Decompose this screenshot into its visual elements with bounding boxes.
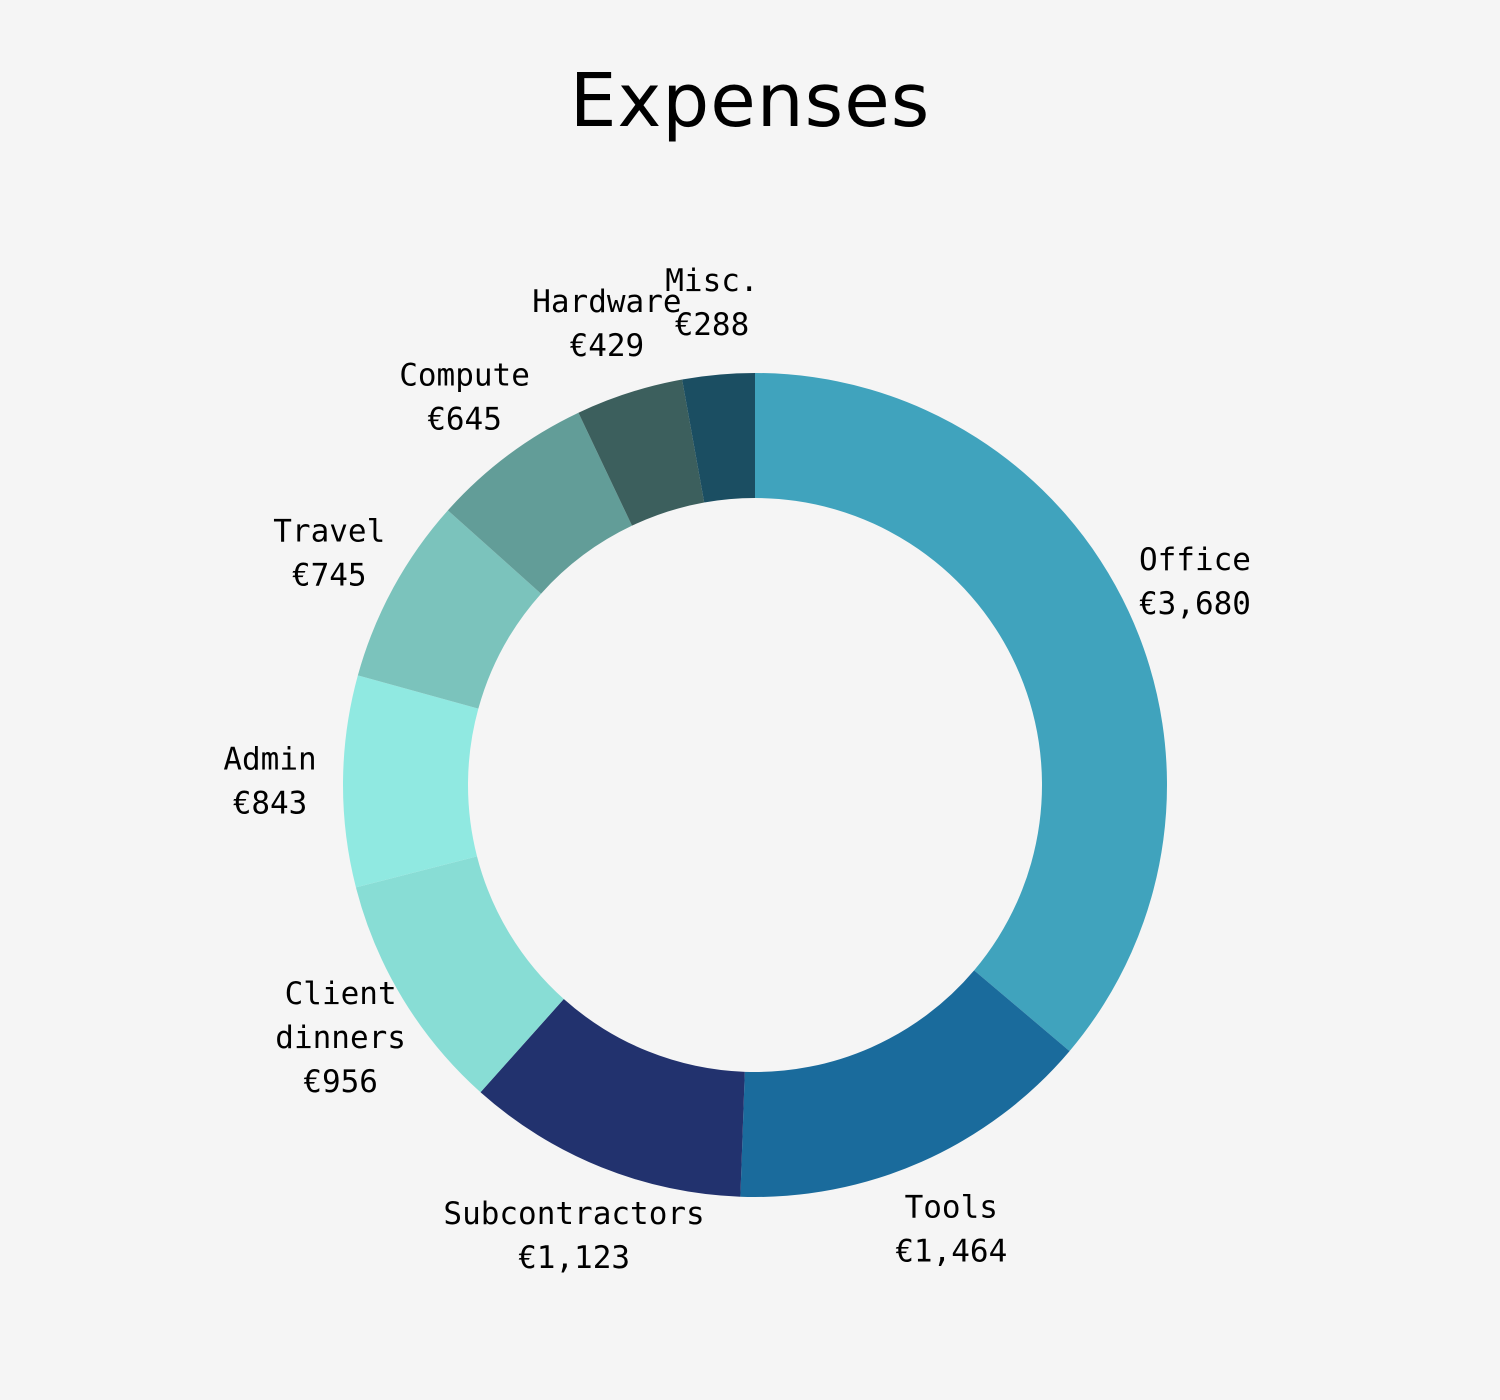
slice-label-hardware: Hardware €429 <box>532 284 681 364</box>
slice-office <box>755 373 1167 1052</box>
slice-label-misc: Misc. €288 <box>665 263 758 343</box>
slice-category-label: dinners <box>275 1020 406 1056</box>
slice-label-compute: Compute €645 <box>399 358 530 438</box>
slice-value-label: €843 <box>233 786 308 822</box>
slice-label-tools: Tools €1,464 <box>895 1190 1007 1270</box>
slice-value-label: €1,123 <box>518 1240 630 1276</box>
slice-label-office: Office €3,680 <box>1139 542 1251 622</box>
slice-category-label: Client <box>285 976 397 1012</box>
slice-value-label: €1,464 <box>895 1234 1007 1270</box>
slice-value-label: €288 <box>675 307 750 343</box>
slice-subcontractors <box>480 999 745 1197</box>
slice-category-label: Misc. <box>665 263 758 299</box>
slice-tools <box>740 970 1070 1197</box>
slice-label-travel: Travel €745 <box>273 514 385 594</box>
slice-category-label: Admin <box>223 742 316 778</box>
slice-value-label: €429 <box>570 328 645 364</box>
slice-labels: Office €3,680 Tools €1,464 Subcontractors €1,… <box>223 263 1251 1276</box>
slice-misc <box>682 373 755 503</box>
slice-client-dinners <box>355 856 564 1093</box>
slice-value-label: €645 <box>427 402 502 438</box>
slice-label-client-dinners: Client dinners €956 <box>275 976 406 1100</box>
slice-category-label: Hardware <box>532 284 681 320</box>
slice-admin <box>342 675 479 888</box>
slice-value-label: €3,680 <box>1139 586 1251 622</box>
slice-hardware <box>578 379 705 526</box>
slice-category-label: Compute <box>399 358 530 394</box>
slice-compute <box>447 412 633 594</box>
slice-travel <box>357 510 542 709</box>
donut-slices <box>342 373 1167 1197</box>
slice-category-label: Tools <box>905 1190 998 1226</box>
slice-label-admin: Admin €843 <box>223 742 316 822</box>
slice-value-label: €956 <box>303 1064 378 1100</box>
slice-category-label: Office <box>1139 542 1251 578</box>
slice-value-label: €745 <box>292 558 367 594</box>
slice-category-label: Travel <box>273 514 385 550</box>
slice-category-label: Subcontractors <box>443 1196 704 1232</box>
chart-title: Expenses <box>570 58 931 144</box>
slice-label-subcontractors: Subcontractors €1,123 <box>443 1196 704 1276</box>
